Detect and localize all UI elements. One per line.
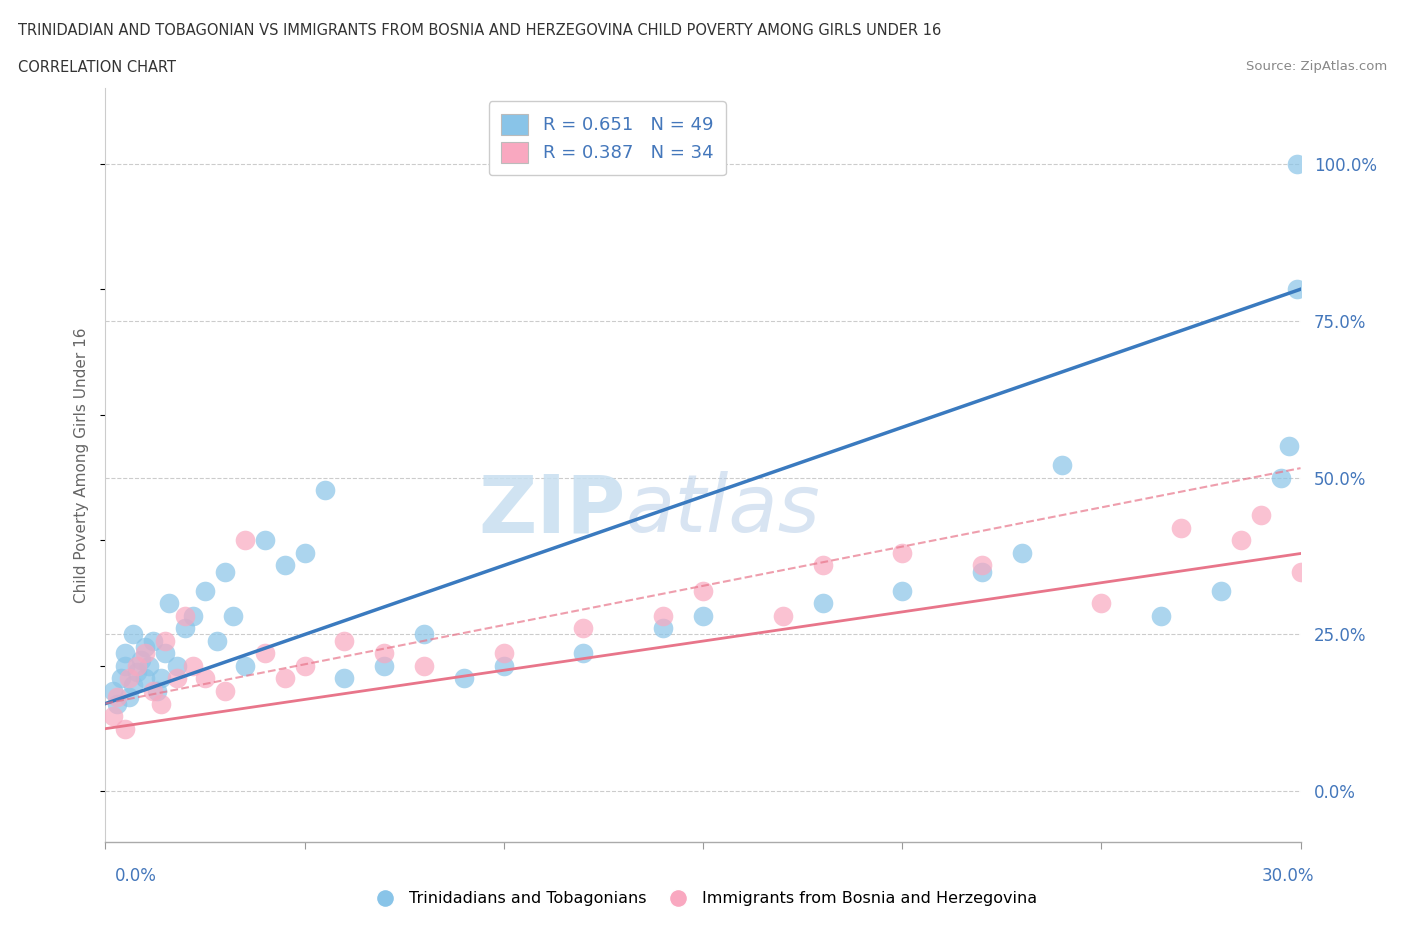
Point <box>692 583 714 598</box>
Point <box>214 565 236 579</box>
Point <box>118 690 141 705</box>
Point <box>134 646 156 661</box>
Point <box>253 646 276 661</box>
Point <box>891 583 914 598</box>
Point <box>194 583 217 598</box>
Point <box>107 690 129 705</box>
Point <box>294 545 316 560</box>
Point <box>157 596 180 611</box>
Point <box>1150 608 1173 623</box>
Point <box>142 684 165 698</box>
Text: TRINIDADIAN AND TOBAGONIAN VS IMMIGRANTS FROM BOSNIA AND HERZEGOVINA CHILD POVER: TRINIDADIAN AND TOBAGONIAN VS IMMIGRANTS… <box>18 23 942 38</box>
Point <box>118 671 141 686</box>
Legend: R = 0.651   N = 49, R = 0.387   N = 34: R = 0.651 N = 49, R = 0.387 N = 34 <box>489 101 725 176</box>
Point <box>166 658 188 673</box>
Point <box>127 658 149 673</box>
Point <box>413 658 436 673</box>
Point <box>273 558 295 573</box>
Point <box>1050 458 1073 472</box>
Point <box>1229 533 1253 548</box>
Point <box>233 533 256 548</box>
Point <box>373 646 395 661</box>
Point <box>194 671 217 686</box>
Point <box>181 608 204 623</box>
Point <box>1285 282 1308 297</box>
Point <box>129 652 153 667</box>
Point <box>772 608 794 623</box>
Point <box>1170 521 1192 536</box>
Point <box>572 646 595 661</box>
Text: ZIP: ZIP <box>478 472 626 550</box>
Point <box>181 658 204 673</box>
Point <box>122 677 145 692</box>
Point <box>127 665 149 680</box>
Point <box>107 696 129 711</box>
Point <box>652 621 675 636</box>
Point <box>891 545 914 560</box>
Point <box>294 658 316 673</box>
Point <box>110 671 132 686</box>
Point <box>811 558 834 573</box>
Text: 0.0%: 0.0% <box>115 867 157 884</box>
Point <box>134 640 156 655</box>
Point <box>253 533 276 548</box>
Point <box>1285 156 1308 171</box>
Point <box>492 658 515 673</box>
Point <box>492 646 515 661</box>
Point <box>273 671 295 686</box>
Y-axis label: Child Poverty Among Girls Under 16: Child Poverty Among Girls Under 16 <box>75 327 90 603</box>
Point <box>103 709 125 724</box>
Point <box>970 565 993 579</box>
Point <box>333 671 356 686</box>
Point <box>1011 545 1033 560</box>
Point <box>970 558 993 573</box>
Text: 30.0%: 30.0% <box>1263 867 1315 884</box>
Point <box>1209 583 1232 598</box>
Point <box>373 658 395 673</box>
Point <box>150 671 173 686</box>
Point <box>114 658 136 673</box>
Point <box>1270 471 1292 485</box>
Point <box>333 633 356 648</box>
Point <box>214 684 236 698</box>
Point <box>233 658 256 673</box>
Point <box>652 608 675 623</box>
Point <box>153 633 177 648</box>
Point <box>142 633 165 648</box>
Point <box>114 722 136 737</box>
Point <box>150 696 173 711</box>
Point <box>138 658 160 673</box>
Point <box>453 671 475 686</box>
Point <box>166 671 188 686</box>
Point <box>811 596 834 611</box>
Point <box>1277 439 1299 454</box>
Point <box>572 621 595 636</box>
Text: Source: ZipAtlas.com: Source: ZipAtlas.com <box>1247 60 1388 73</box>
Point <box>1090 596 1112 611</box>
Point <box>413 627 436 642</box>
Point <box>122 627 145 642</box>
Point <box>174 621 197 636</box>
Point <box>205 633 228 648</box>
Point <box>134 671 156 686</box>
Point <box>222 608 245 623</box>
Point <box>1250 508 1272 523</box>
Legend: Trinidadians and Tobagonians, Immigrants from Bosnia and Herzegovina: Trinidadians and Tobagonians, Immigrants… <box>363 885 1043 912</box>
Point <box>114 646 136 661</box>
Point <box>146 684 169 698</box>
Point <box>692 608 714 623</box>
Text: CORRELATION CHART: CORRELATION CHART <box>18 60 176 75</box>
Point <box>153 646 177 661</box>
Text: atlas: atlas <box>626 472 820 550</box>
Point <box>1289 565 1312 579</box>
Point <box>314 483 336 498</box>
Point <box>174 608 197 623</box>
Point <box>103 684 125 698</box>
